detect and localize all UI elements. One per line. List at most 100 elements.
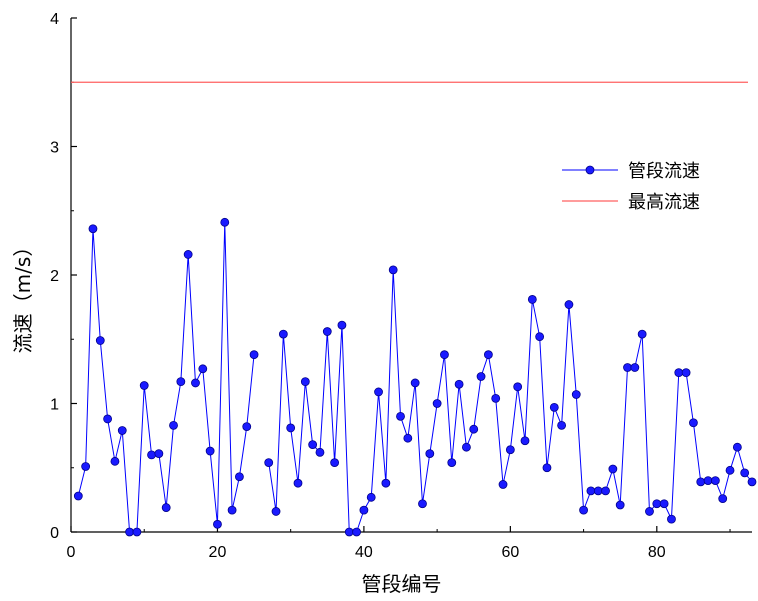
legend-marker-pipe-speed [585,165,595,175]
data-point [476,372,486,381]
data-point [315,447,325,457]
axis-titles: 管段编号 流速（m/s） [11,237,442,596]
data-point [432,399,442,408]
data-point [388,265,398,275]
data-point [564,300,574,309]
data-point [630,363,640,372]
data-point [586,486,596,496]
data-point [366,492,376,502]
data-point [381,478,391,488]
data-point [88,224,98,234]
data-point [278,329,288,339]
data-point [440,350,449,360]
data-point [183,250,193,259]
data-point [601,486,610,496]
x-tick-label: 20 [209,544,227,561]
data-point [462,442,471,452]
data-point [593,486,603,496]
data-point [571,390,581,399]
y-tick-label: 3 [50,140,59,157]
y-tick-label: 0 [50,525,59,542]
data-point [322,327,332,336]
data-point [117,426,127,435]
pipe-speed-series [73,217,757,537]
data-point [95,336,105,345]
data-point [176,377,186,387]
data-point [703,476,713,486]
data-point [549,402,559,412]
data-point [469,424,479,434]
data-point [637,329,647,339]
data-point [513,382,523,392]
data-point [264,458,274,468]
y-tick-label: 2 [50,268,59,285]
data-point [732,442,742,452]
data-point [645,507,654,516]
legend-label-pipe-speed: 管段流速 [628,161,700,182]
data-point [374,387,383,397]
y-tick-label: 1 [50,397,59,414]
data-point [227,505,237,515]
data-point [330,458,340,468]
data-point [542,463,552,473]
x-tick-label: 0 [67,544,76,561]
data-point [205,446,215,456]
data-point [396,411,405,421]
data-point [81,462,91,471]
data-point [659,499,669,509]
data-point [710,476,720,486]
data-point [498,480,508,489]
data-point [337,320,347,330]
data-point [454,379,464,389]
data-point [674,368,684,378]
data-point [344,527,354,537]
data-point [73,491,83,501]
data-point [418,499,427,509]
data-point [491,393,501,403]
pipe-speed-line [77,222,753,533]
x-axis-title: 管段编号 [362,572,442,596]
data-point [293,478,303,488]
data-point [520,436,530,446]
data-point [300,377,310,387]
x-tick-label: 40 [355,544,373,561]
data-point [308,440,318,450]
data-point [103,414,113,424]
data-point [125,527,134,537]
data-point [359,505,369,515]
data-point [689,418,698,428]
data-point [623,363,632,372]
data-point [725,465,735,475]
data-point [352,527,361,537]
data-point [249,350,259,360]
data-point [132,527,142,537]
legend-label-max-speed: 最高流速 [628,192,700,213]
data-point [447,458,457,468]
data-point [740,468,750,478]
data-point [154,449,164,459]
data-point [242,422,252,432]
data-point [191,378,200,388]
data-point [579,505,588,515]
x-tick-label: 80 [648,544,666,561]
data-point [718,494,728,503]
data-point [213,519,222,529]
data-point [747,477,757,487]
data-point [198,364,208,374]
data-point [271,507,281,516]
data-point [696,477,706,487]
data-point [220,217,230,227]
data-point [652,499,662,509]
data-point [667,514,676,524]
x-tick-label: 60 [501,544,519,561]
data-point [505,445,515,455]
data-point [235,472,244,482]
data-point [139,381,149,390]
y-axis-title: 流速（m/s） [11,237,35,354]
data-point [161,503,171,512]
data-point [403,433,413,443]
data-point [483,350,493,360]
data-point [410,378,420,388]
